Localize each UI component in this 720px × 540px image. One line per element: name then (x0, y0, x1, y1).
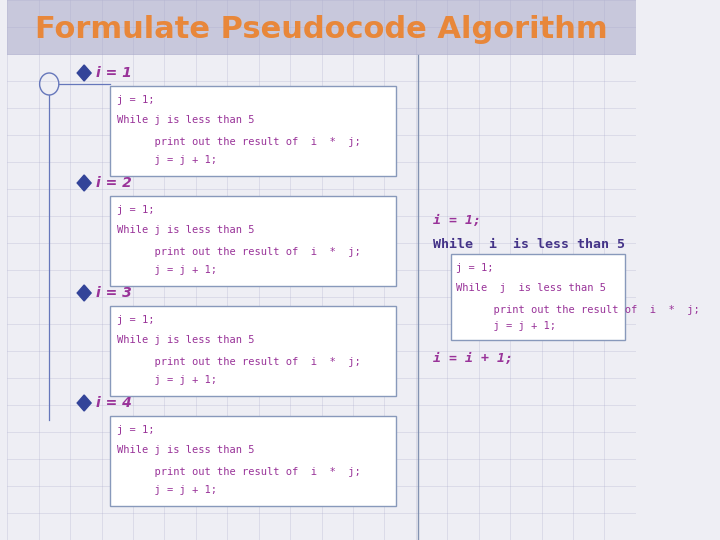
Text: i = 1: i = 1 (96, 66, 132, 80)
Text: While j is less than 5: While j is less than 5 (117, 335, 255, 345)
Polygon shape (77, 285, 91, 301)
Text: i = 1;: i = 1; (433, 213, 482, 226)
Text: While  i  is less than 5: While i is less than 5 (433, 238, 626, 251)
Text: j = j + 1;: j = j + 1; (117, 375, 217, 385)
Bar (110, 86, 396, 176)
Text: print out the result of  i  *  j;: print out the result of i * j; (117, 467, 361, 477)
Text: j = 1;: j = 1; (456, 263, 493, 273)
Text: i = 2: i = 2 (96, 176, 132, 190)
Text: j = j + 1;: j = j + 1; (117, 265, 217, 275)
Bar (7, 0, 636, 55)
Text: print out the result of  i  *  j;: print out the result of i * j; (456, 305, 700, 315)
Bar (110, 416, 396, 506)
Text: i = 4: i = 4 (96, 396, 132, 410)
Text: j = j + 1;: j = j + 1; (456, 321, 556, 331)
Bar (110, 196, 396, 286)
Text: j = j + 1;: j = j + 1; (117, 485, 217, 495)
Text: While j is less than 5: While j is less than 5 (117, 445, 255, 455)
Text: i = i + 1;: i = i + 1; (433, 352, 513, 365)
Bar (451, 254, 626, 340)
Text: j = 1;: j = 1; (117, 205, 155, 215)
Bar (110, 306, 396, 396)
Polygon shape (77, 395, 91, 411)
Text: j = 1;: j = 1; (117, 95, 155, 105)
Text: j = 1;: j = 1; (117, 425, 155, 435)
Polygon shape (77, 175, 91, 191)
Text: Formulate Pseudocode Algorithm: Formulate Pseudocode Algorithm (35, 16, 608, 44)
Text: i = 3: i = 3 (96, 286, 132, 300)
Text: j = 1;: j = 1; (117, 315, 155, 325)
Text: print out the result of  i  *  j;: print out the result of i * j; (117, 137, 361, 147)
Text: While j is less than 5: While j is less than 5 (117, 225, 255, 235)
Text: print out the result of  i  *  j;: print out the result of i * j; (117, 247, 361, 257)
Polygon shape (77, 65, 91, 81)
Text: print out the result of  i  *  j;: print out the result of i * j; (117, 357, 361, 367)
Text: While j is less than 5: While j is less than 5 (117, 115, 255, 125)
Text: While  j  is less than 5: While j is less than 5 (456, 283, 606, 293)
Text: j = j + 1;: j = j + 1; (117, 155, 217, 165)
